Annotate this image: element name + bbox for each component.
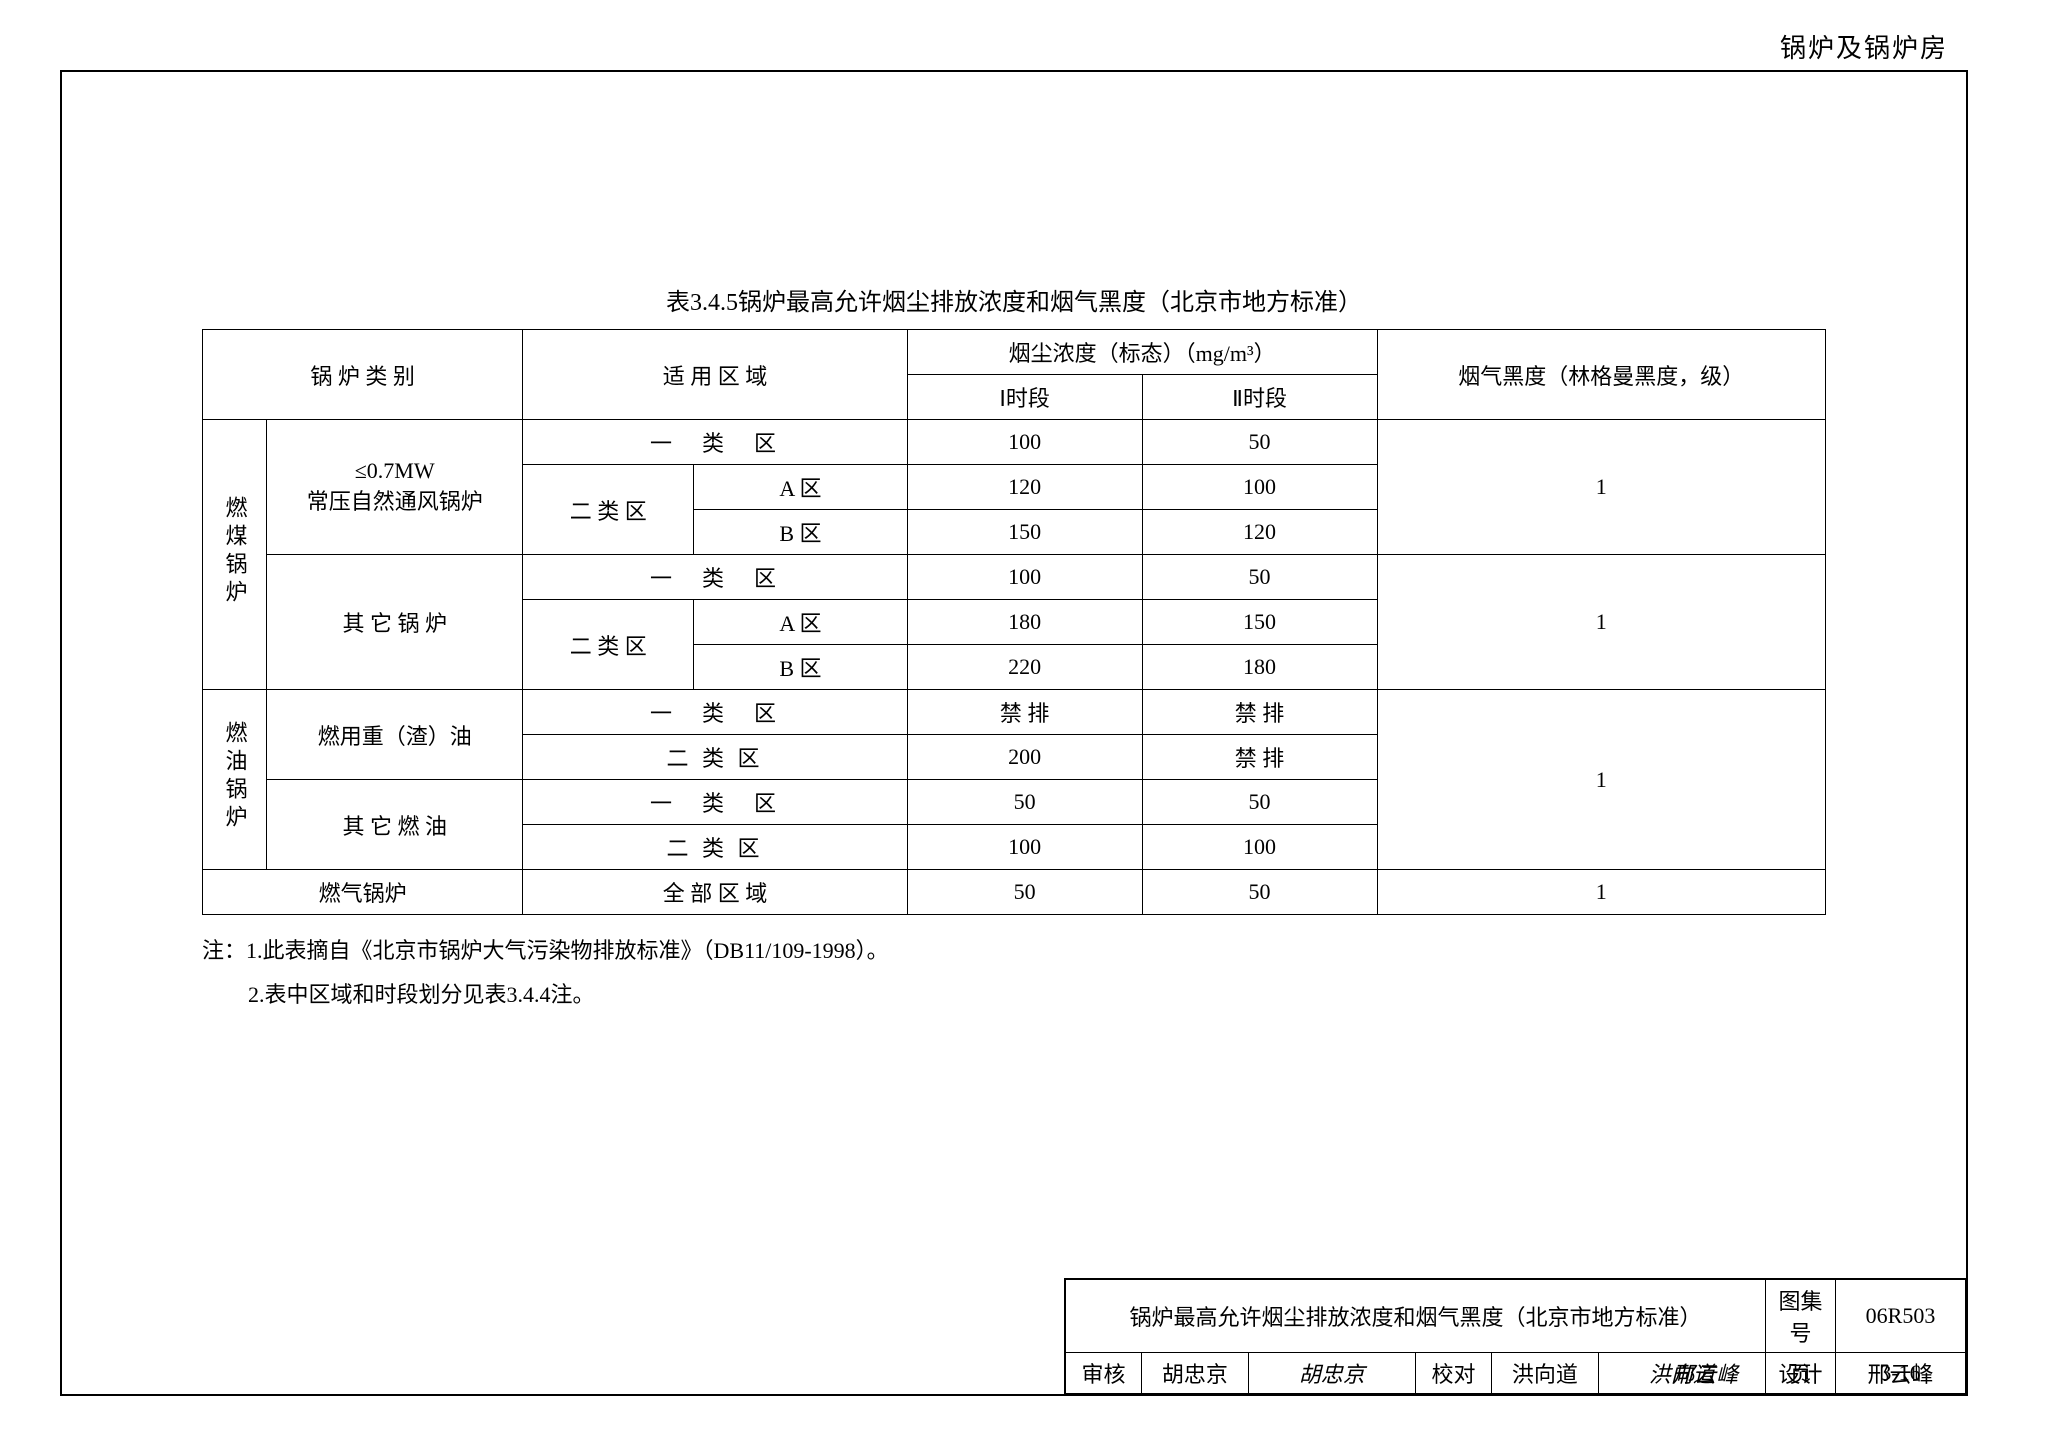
tb-set-val: 06R503 bbox=[1836, 1280, 1966, 1353]
tb-review-name: 胡忠京 bbox=[1142, 1353, 1249, 1394]
cell-val: 50 bbox=[1142, 420, 1377, 465]
coal-a-line2: 常压自然通风锅炉 bbox=[271, 484, 518, 516]
cell-black-coal-a: 1 bbox=[1377, 420, 1826, 555]
row-coal-a-1: 燃煤锅炉 ≤0.7MW 常压自然通风锅炉 一 类 区 100 50 1 bbox=[203, 420, 1826, 465]
cell-region-b: B 区 bbox=[694, 510, 908, 555]
cell-val: 120 bbox=[1142, 510, 1377, 555]
cell-oil-sub-b: 其 它 燃 油 bbox=[267, 780, 523, 870]
note-1: 注：1.此表摘自《北京市锅炉大气污染物排放标准》（DB11/109-1998）。 bbox=[202, 929, 1826, 973]
cell-region-1: 一 类 区 bbox=[523, 780, 907, 825]
cell-region-1: 一 类 区 bbox=[523, 690, 907, 735]
cell-region-1: 一 类 区 bbox=[523, 420, 907, 465]
tb-main-title: 锅炉最高允许烟尘排放浓度和烟气黑度（北京市地方标准） bbox=[1066, 1280, 1766, 1353]
tb-review-label: 审核 bbox=[1066, 1353, 1142, 1394]
cell-black-coal-b: 1 bbox=[1377, 555, 1826, 690]
cell-region-2: 二 类 区 bbox=[523, 825, 907, 870]
tb-set-label: 图集号 bbox=[1766, 1280, 1836, 1353]
tb-page-label: 页 bbox=[1766, 1353, 1836, 1394]
table-header-row-1: 锅 炉 类 别 适 用 区 域 烟尘浓度（标态）（mg/m³） 烟气黑度（林格曼… bbox=[203, 330, 1826, 375]
th-conc: 烟尘浓度（标态）（mg/m³） bbox=[907, 330, 1377, 375]
cell-val: 180 bbox=[907, 600, 1142, 645]
row-coal-b-1: 其 它 锅 炉 一 类 区 100 50 1 bbox=[203, 555, 1826, 600]
oil-group-label: 燃油锅炉 bbox=[219, 721, 251, 833]
cell-val: 220 bbox=[907, 645, 1142, 690]
note-2: 2.表中区域和时段划分见表3.4.4注。 bbox=[202, 973, 1826, 1017]
th-black: 烟气黑度（林格曼黑度，级） bbox=[1377, 330, 1826, 420]
cell-val: 禁 排 bbox=[1142, 690, 1377, 735]
cell-val: 100 bbox=[907, 555, 1142, 600]
cell-val: 50 bbox=[1142, 780, 1377, 825]
cell-region-1: 一 类 区 bbox=[523, 555, 907, 600]
cell-black-gas: 1 bbox=[1377, 870, 1826, 915]
cell-oil-sub-a: 燃用重（渣）油 bbox=[267, 690, 523, 780]
th-period1: Ⅰ时段 bbox=[907, 375, 1142, 420]
cell-region-2: 二 类 区 bbox=[523, 735, 907, 780]
cell-coal-sub-a: ≤0.7MW 常压自然通风锅炉 bbox=[267, 420, 523, 555]
tb-design-sig: 邢云峰 bbox=[1646, 1353, 1766, 1394]
tb-overlay-row: 邢云峰 页 3-16 bbox=[1646, 1353, 1966, 1394]
cell-val: 150 bbox=[907, 510, 1142, 555]
cell-val: 50 bbox=[1142, 555, 1377, 600]
cell-region-a: A 区 bbox=[694, 465, 908, 510]
cell-val: 100 bbox=[1142, 465, 1377, 510]
cell-oil-group: 燃油锅炉 bbox=[203, 690, 267, 870]
tb-review-sig: 胡忠京 bbox=[1248, 1353, 1415, 1394]
tb-page-val: 3-16 bbox=[1836, 1353, 1966, 1394]
cell-val: 禁 排 bbox=[1142, 735, 1377, 780]
emission-table: 锅 炉 类 别 适 用 区 域 烟尘浓度（标态）（mg/m³） 烟气黑度（林格曼… bbox=[202, 329, 1826, 915]
cell-coal-sub-b: 其 它 锅 炉 bbox=[267, 555, 523, 690]
content-area: 表3.4.5锅炉最高允许烟尘排放浓度和烟气黑度（北京市地方标准） 锅 炉 类 别… bbox=[202, 282, 1826, 1017]
cell-val: 禁 排 bbox=[907, 690, 1142, 735]
cell-val: 50 bbox=[1142, 870, 1377, 915]
row-gas: 燃气锅炉 全 部 区 域 50 50 1 bbox=[203, 870, 1826, 915]
cell-val: 100 bbox=[907, 420, 1142, 465]
coal-a-line1: ≤0.7MW bbox=[271, 458, 518, 484]
row-oil-a-1: 燃油锅炉 燃用重（渣）油 一 类 区 禁 排 禁 排 1 bbox=[203, 690, 1826, 735]
title-block: 锅炉最高允许烟尘排放浓度和烟气黑度（北京市地方标准） 图集号 06R503 审核… bbox=[1064, 1278, 1966, 1394]
coal-group-label: 燃煤锅炉 bbox=[219, 496, 251, 608]
cell-val: 150 bbox=[1142, 600, 1377, 645]
tb-row-1: 锅炉最高允许烟尘排放浓度和烟气黑度（北京市地方标准） 图集号 06R503 bbox=[1066, 1280, 1966, 1353]
cell-val: 120 bbox=[907, 465, 1142, 510]
th-period2: Ⅱ时段 bbox=[1142, 375, 1377, 420]
cell-region-2: 二 类 区 bbox=[523, 600, 694, 690]
cell-region-all: 全 部 区 域 bbox=[523, 870, 907, 915]
cell-gas-group: 燃气锅炉 bbox=[203, 870, 523, 915]
cell-val: 100 bbox=[907, 825, 1142, 870]
cell-val: 100 bbox=[1142, 825, 1377, 870]
page-header-title: 锅炉及锅炉房 bbox=[1780, 28, 1948, 65]
cell-val: 50 bbox=[907, 780, 1142, 825]
cell-val: 180 bbox=[1142, 645, 1377, 690]
page-frame: 表3.4.5锅炉最高允许烟尘排放浓度和烟气黑度（北京市地方标准） 锅 炉 类 别… bbox=[60, 70, 1968, 1396]
cell-coal-group: 燃煤锅炉 bbox=[203, 420, 267, 690]
th-type: 锅 炉 类 别 bbox=[203, 330, 523, 420]
tb-check-name: 洪向道 bbox=[1492, 1353, 1599, 1394]
cell-val: 200 bbox=[907, 735, 1142, 780]
notes-block: 注：1.此表摘自《北京市锅炉大气污染物排放标准》（DB11/109-1998）。… bbox=[202, 929, 1826, 1017]
cell-val: 50 bbox=[907, 870, 1142, 915]
tb-check-label: 校对 bbox=[1415, 1353, 1491, 1394]
th-region: 适 用 区 域 bbox=[523, 330, 907, 420]
table-caption: 表3.4.5锅炉最高允许烟尘排放浓度和烟气黑度（北京市地方标准） bbox=[202, 282, 1826, 317]
cell-region-b: B 区 bbox=[694, 645, 908, 690]
cell-region-a: A 区 bbox=[694, 600, 908, 645]
tb-overlay: 邢云峰 页 3-16 bbox=[1646, 1352, 1967, 1394]
page: 锅炉及锅炉房 表3.4.5锅炉最高允许烟尘排放浓度和烟气黑度（北京市地方标准） … bbox=[0, 0, 2048, 1456]
cell-region-2: 二 类 区 bbox=[523, 465, 694, 555]
cell-black-oil: 1 bbox=[1377, 690, 1826, 870]
